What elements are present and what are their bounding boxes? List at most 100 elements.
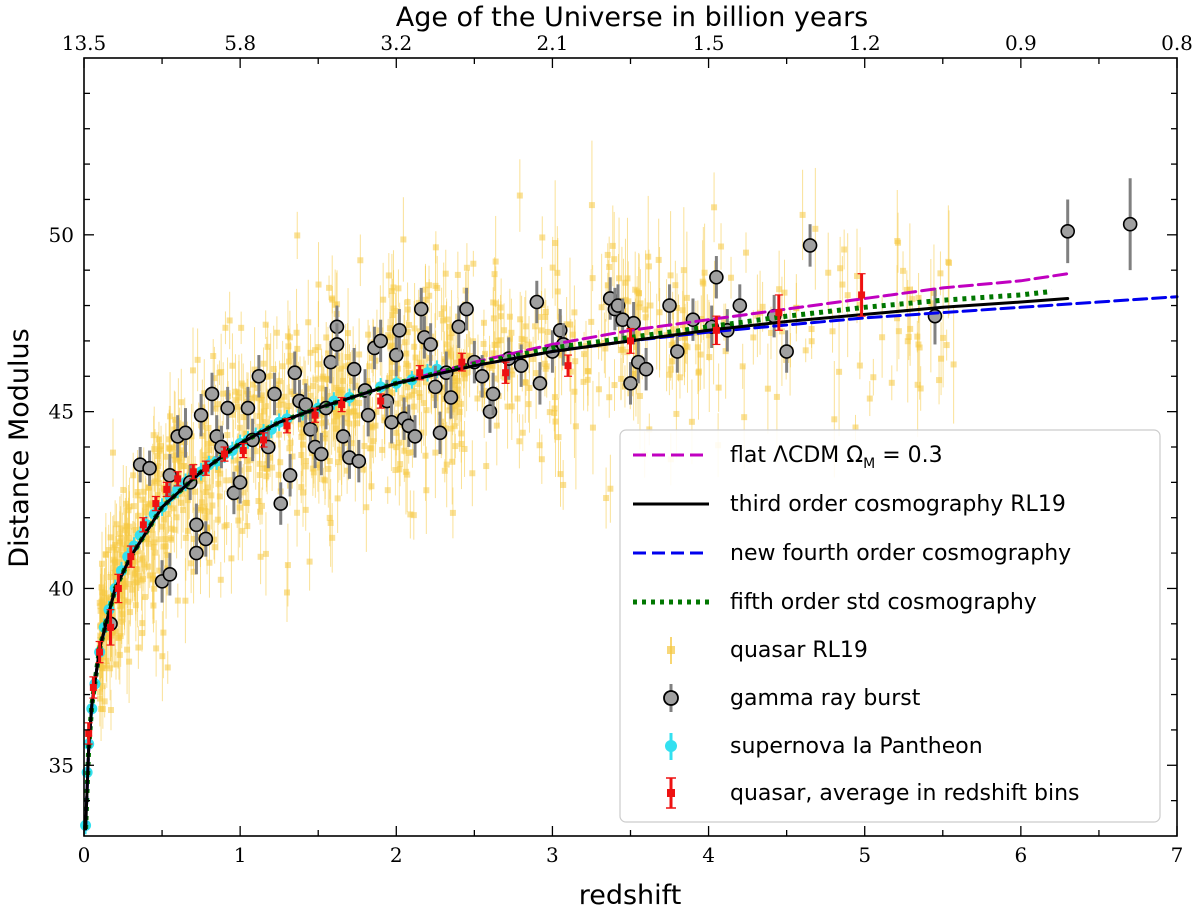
- quasar-point: [836, 307, 843, 437]
- x-tick-label: 2: [390, 843, 403, 867]
- quasar-point: [497, 301, 504, 380]
- quasar-bin-point: [106, 609, 115, 646]
- quasar-point: [669, 332, 676, 390]
- quasar-point: [940, 288, 947, 388]
- quasar-point: [283, 562, 290, 622]
- grb-point: [432, 411, 448, 455]
- quasar-point: [434, 255, 441, 321]
- quasar-point: [132, 544, 139, 621]
- quasar-point: [134, 526, 141, 612]
- quasar-point: [327, 479, 334, 567]
- quasar-point: [201, 414, 208, 496]
- quasar-point: [432, 231, 439, 264]
- quasar-point: [461, 421, 468, 477]
- quasar-point: [139, 596, 146, 650]
- quasar-point: [229, 391, 236, 438]
- quasar-point: [273, 316, 280, 350]
- quasar-point: [557, 441, 564, 507]
- grb-point: [351, 439, 367, 483]
- quasar-bin-point: [626, 327, 635, 354]
- quasar-bin-point: [376, 393, 385, 409]
- quasar-point: [385, 253, 392, 298]
- quasar-point: [360, 425, 367, 515]
- quasar-bin-point: [220, 446, 229, 462]
- quasar-point: [522, 369, 529, 396]
- quasar-point: [844, 233, 851, 358]
- top-tick-label: 3.2: [380, 31, 412, 55]
- quasar-point: [320, 364, 327, 390]
- quasar-point: [470, 250, 477, 277]
- quasar-point: [306, 532, 313, 591]
- quasar-point: [589, 380, 596, 475]
- quasar-point: [111, 548, 118, 575]
- quasar-bin-point: [126, 545, 135, 568]
- quasar-point: [240, 464, 247, 521]
- quasar-bin-point: [114, 573, 123, 604]
- quasar-point: [244, 477, 251, 530]
- quasar-point: [315, 347, 322, 381]
- quasar-point: [588, 140, 595, 270]
- quasar-point: [323, 322, 330, 353]
- grb-point: [670, 330, 685, 373]
- grb-point: [198, 521, 214, 557]
- quasar-point: [279, 340, 286, 392]
- grb-point: [193, 393, 209, 437]
- quasar-point: [363, 462, 370, 552]
- quasar-point: [315, 426, 322, 504]
- quasar-point: [112, 649, 119, 680]
- quasar-point: [403, 341, 410, 386]
- quasar-point: [552, 366, 559, 477]
- quasar-point: [442, 249, 449, 298]
- quasar-point: [164, 651, 171, 684]
- quasar-point: [116, 511, 123, 557]
- quasar-bin-points: [84, 273, 866, 745]
- grb-point: [346, 347, 362, 391]
- x-tick-label: 1: [234, 843, 247, 867]
- quasar-point: [647, 281, 654, 330]
- grb-point: [287, 351, 303, 394]
- quasar-point: [536, 428, 543, 462]
- x-tick-label: 5: [858, 843, 871, 867]
- quasar-point: [453, 325, 460, 401]
- quasar-point: [167, 372, 174, 461]
- quasar-point: [866, 381, 873, 417]
- quasar-point: [119, 512, 126, 598]
- grb-point: [413, 287, 429, 331]
- quasar-point: [681, 303, 688, 373]
- top-tick-label: 0.8: [1161, 31, 1193, 55]
- quasar-point: [152, 531, 159, 575]
- quasar-point: [455, 335, 462, 426]
- quasar-point: [443, 421, 450, 508]
- quasar-point: [914, 332, 921, 438]
- legend-bins-label: quasar, average in redshift bins: [730, 781, 1080, 806]
- legend-box: [619, 429, 1161, 823]
- grb-point: [532, 362, 548, 405]
- quasar-point: [606, 376, 613, 418]
- quasar-point: [943, 329, 950, 361]
- quasar-point: [728, 256, 735, 299]
- quasar-point: [267, 333, 274, 419]
- quasar-point: [463, 243, 470, 293]
- quasar-point: [588, 269, 595, 375]
- quasar-point: [158, 425, 165, 467]
- quasar-point: [153, 620, 160, 677]
- legend-quasar-swatch: [667, 637, 675, 664]
- quasar-point: [140, 566, 147, 592]
- grb-point: [232, 461, 248, 504]
- quasar-point: [239, 500, 246, 561]
- quasar-point: [115, 607, 122, 669]
- grb-point: [451, 305, 467, 348]
- quasar-point: [211, 519, 218, 560]
- quasar-point: [109, 418, 116, 487]
- quasar-point: [508, 372, 515, 440]
- quasar-point: [402, 429, 409, 515]
- quasar-point: [519, 414, 526, 452]
- x-tick-label: 3: [546, 843, 559, 867]
- grb-point: [220, 386, 235, 430]
- top-tick-label: 0.9: [1005, 31, 1037, 55]
- x-tick-label: 4: [702, 843, 715, 867]
- quasar-point: [458, 398, 465, 490]
- quasar-point: [143, 504, 150, 572]
- quasar-point: [302, 488, 309, 531]
- quasar-point: [501, 303, 508, 358]
